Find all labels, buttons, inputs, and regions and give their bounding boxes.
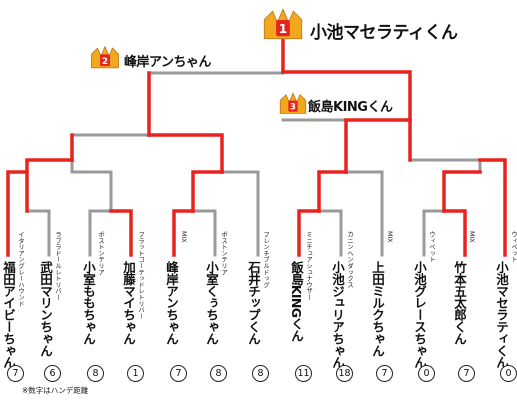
player-name: 峰岸アンちゃん	[164, 261, 179, 345]
player-name: 小池グレースちゃん	[412, 261, 427, 369]
player-name: 福田アイビーちゃん	[1, 261, 16, 369]
player-name: 石井チップくん	[246, 261, 261, 345]
loser-line	[422, 209, 446, 257]
handicap-score: 0	[418, 365, 435, 382]
winner-line	[478, 158, 507, 257]
loser-line	[408, 158, 482, 174]
loser-line	[70, 133, 151, 174]
player-name: 小池ジュリアちゃん	[330, 261, 345, 369]
loser-line	[344, 170, 384, 257]
player-breed: イタリアングレーハウンド	[17, 231, 24, 307]
player-2: ラブラドールレトリバー 武田マリンちゃん 6	[32, 231, 72, 382]
winner-3-name: 飯島KINGくん	[308, 100, 393, 115]
winner-line	[6, 170, 29, 257]
footnote: ※数字はハンデ距離	[22, 386, 89, 395]
player-name: 飯島KINGくん	[289, 261, 304, 342]
player-breed: ラブラドールレトリバー	[54, 231, 61, 301]
player-10: MIX 上田ミルクちゃん 7	[364, 231, 404, 382]
player-8: ミニチュアシュナウザー 飯島KINGくん 11	[283, 231, 323, 382]
loser-line	[88, 209, 113, 257]
crown-rank-label: 1	[279, 21, 288, 36]
player-breed: カニンヘンダックス	[346, 231, 353, 288]
winner-2-name: 峰岸アンちゃん	[124, 55, 211, 70]
player-1: イタリアングレーハウンド 福田アイビーちゃん 7	[0, 231, 35, 382]
player-breed: フラットコーテッドレトリバー	[137, 231, 144, 320]
loser-line	[191, 209, 217, 257]
winner-line	[147, 133, 224, 174]
handicap-score: 7	[7, 365, 24, 382]
handicap-score: 8	[252, 365, 269, 382]
player-name: 小池マセラティくん	[494, 261, 509, 369]
crown-rank-label: 2	[102, 57, 108, 67]
winner-line	[191, 170, 224, 213]
player-breed: ボストンテリア	[220, 231, 227, 276]
player-13: ウィペット 小池マセラティくん 0	[488, 231, 517, 382]
player-name: 武田マリンちゃん	[38, 261, 53, 357]
player-6: ボストンテリア 小室くぅちゃん 8	[198, 231, 238, 382]
crown-icon: 3	[279, 92, 307, 114]
winner-line	[297, 209, 321, 257]
winner-1-name: 小池マセラティくん	[310, 23, 458, 43]
player-breed: ウィペット	[428, 231, 435, 263]
crown-icon: 2	[91, 45, 119, 69]
player-name: 竹本五太郎くん	[452, 261, 467, 345]
handicap-score: 18	[336, 365, 353, 382]
handicap-score: 8	[87, 365, 104, 382]
player-12: MIX 竹本五太郎くん 7	[446, 231, 486, 382]
handicap-score: 6	[44, 365, 61, 382]
player-5: MIX 峰岸アンちゃん 7	[158, 231, 198, 382]
loser-line	[317, 209, 343, 257]
handicap-score: 7	[458, 365, 475, 382]
player-11: ウィペット 小池グレースちゃん 0	[406, 231, 446, 382]
player-breed: MIX	[180, 231, 187, 243]
winner-line	[317, 170, 348, 213]
handicap-score: 0	[500, 365, 517, 382]
player-7: フレンチブルドッグ 石井チップくん 8	[240, 231, 280, 382]
winner-line	[281, 70, 412, 122]
handicap-score: 11	[295, 365, 312, 382]
player-breed: MIX	[468, 231, 475, 243]
loser-line	[220, 170, 260, 257]
player-breed: ウィペット	[510, 231, 517, 263]
winner-line	[172, 209, 195, 257]
winner-line	[442, 209, 467, 257]
player-breed: ミニチュアシュナウザー	[305, 231, 312, 301]
handicap-score: 7	[170, 365, 187, 382]
winner-line	[442, 170, 482, 213]
winner-line	[109, 209, 133, 257]
crown-rank-label: 3	[290, 103, 296, 113]
player-4: フラットコーテッドレトリバー 加藤マイちゃん 1	[115, 231, 155, 382]
player-name: 小室くぅちゃん	[204, 261, 219, 345]
loser-line	[70, 170, 113, 213]
handicap-score: 1	[127, 365, 144, 382]
winner-line	[25, 158, 74, 213]
winner-line	[344, 118, 412, 174]
player-name: 上田ミルクちゃん	[370, 261, 385, 357]
player-name: 小室ももちゃん	[81, 261, 96, 345]
crown-icon: 1	[263, 8, 303, 40]
player-breed: フレンチブルドッグ	[262, 231, 269, 288]
player-3: ボストンテリア 小室ももちゃん 8	[75, 231, 115, 382]
player-9: カニンヘンダックス 小池ジュリアちゃん 18	[324, 231, 364, 382]
player-breed: MIX	[386, 231, 393, 243]
handicap-score: 7	[376, 365, 393, 382]
player-name: 加藤マイちゃん	[121, 261, 136, 345]
handicap-score: 8	[210, 365, 227, 382]
player-breed: ボストンテリア	[97, 231, 104, 276]
loser-line	[25, 209, 51, 257]
